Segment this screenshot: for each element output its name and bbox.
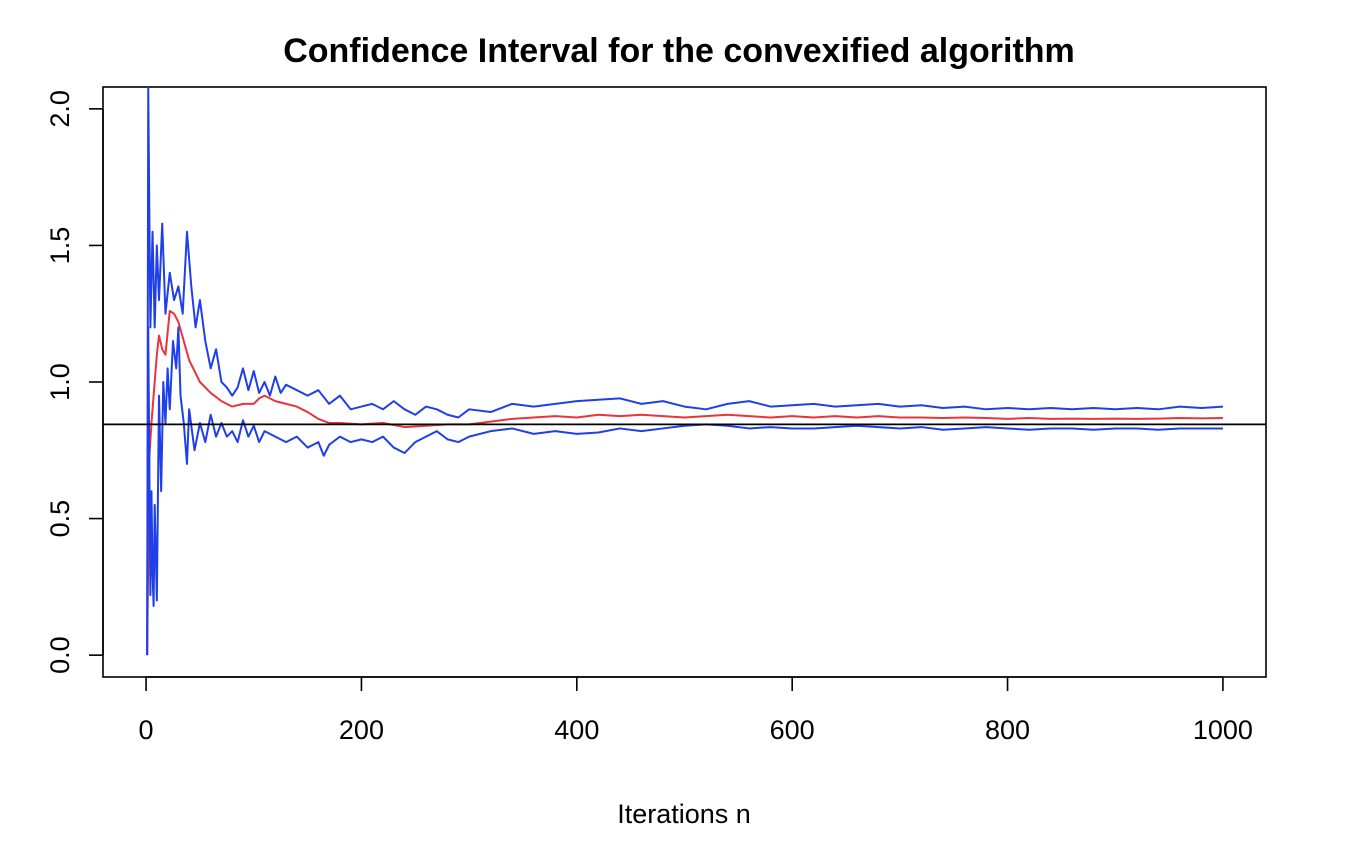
x-tick-label: 200	[339, 715, 384, 745]
y-tick-label: 2.0	[45, 90, 75, 128]
x-axis-label: Iterations n	[617, 799, 751, 829]
x-tick-label: 400	[554, 715, 599, 745]
series-line-upper-bound	[146, 87, 1223, 656]
series-line-lower-bound	[146, 326, 1223, 656]
x-tick-label: 600	[770, 715, 815, 745]
chart-title: Confidence Interval for the convexified …	[283, 32, 1075, 70]
plot-area: 0 200 400 600 800 1000 0.0 0.5 1.0 1.5 2.0	[45, 86, 1267, 745]
series-line-estimate	[146, 309, 1223, 656]
x-tick-label: 800	[985, 715, 1030, 745]
x-tick-label: 0	[139, 715, 154, 745]
y-tick-label: 0.5	[45, 500, 75, 538]
x-tick-label: 1000	[1193, 715, 1253, 745]
y-tick-label: 1.0	[45, 363, 75, 401]
y-tick-label: 0.0	[45, 636, 75, 674]
y-tick-label: 1.5	[45, 227, 75, 265]
